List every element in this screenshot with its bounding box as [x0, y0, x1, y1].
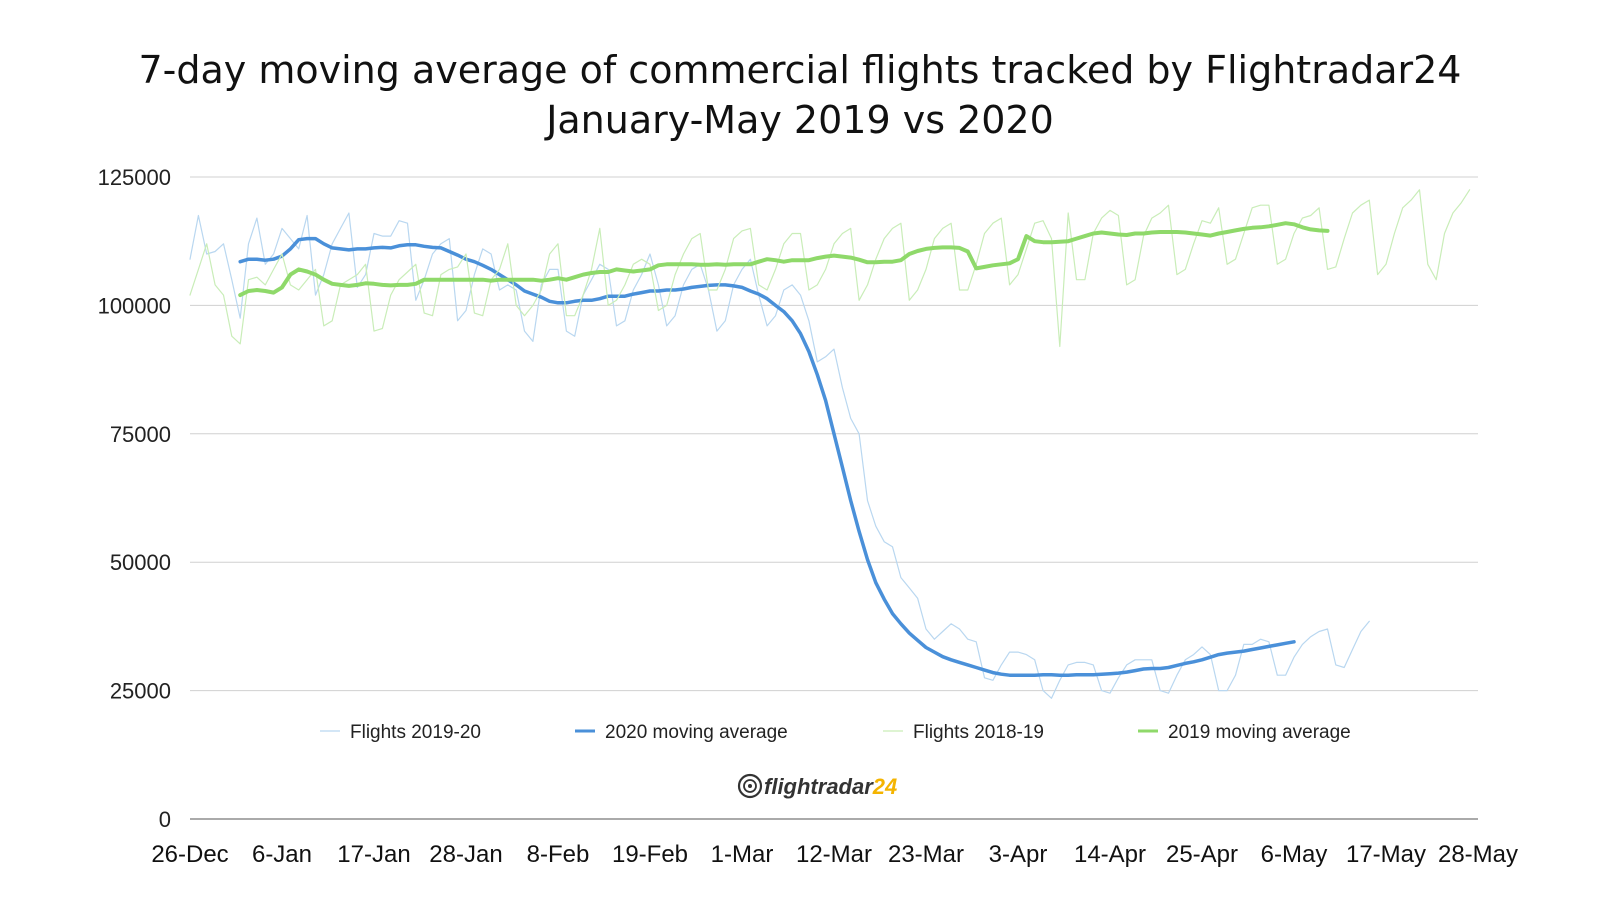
x-tick-label: 6-May: [1261, 841, 1328, 868]
flightradar24-logo: flightradar24: [737, 773, 897, 799]
series-line-0: [189, 212, 1370, 699]
x-tick-label: 28-Jan: [429, 841, 502, 868]
logo-text-main: flightradar: [764, 774, 874, 799]
radar-inner-ring-icon: [743, 779, 757, 793]
x-tick-label: 17-Jan: [337, 841, 410, 868]
x-tick-label: 23-Mar: [888, 841, 964, 868]
x-tick-label: 19-Feb: [612, 841, 688, 868]
legend-label: 2019 moving average: [1168, 722, 1351, 743]
y-tick-label: 75000: [110, 422, 171, 447]
chart-title-line-2: January-May 2019 vs 2020: [544, 98, 1054, 142]
x-tick-label: 25-Apr: [1166, 841, 1238, 868]
logo-text: flightradar24: [764, 774, 897, 799]
x-tick-label: 12-Mar: [796, 841, 872, 868]
x-tick-label: 1-Mar: [711, 841, 774, 868]
y-tick-label: 100000: [98, 293, 171, 318]
radar-outer-ring-icon: [737, 773, 763, 799]
logo-text-accent: 24: [872, 774, 897, 799]
x-tick-label: 26-Dec: [151, 841, 228, 868]
radar-center-icon: [748, 784, 752, 788]
x-tick-label: 6-Jan: [252, 841, 312, 868]
legend-label: 2020 moving average: [605, 722, 788, 743]
grid-lines: [190, 176, 1478, 820]
legend-label: Flights 2018-19: [913, 722, 1044, 743]
series-lines: [189, 189, 1471, 699]
y-axis-tick-labels: 0 25000 50000 75000 100000 125000: [98, 165, 171, 832]
series-line-1: [238, 236, 1296, 677]
series-line-3: [238, 221, 1330, 298]
x-tick-label: 8-Feb: [527, 841, 590, 868]
y-tick-label: 25000: [110, 679, 171, 704]
x-tick-label: 17-May: [1346, 841, 1426, 868]
x-tick-label: 3-Apr: [989, 841, 1048, 868]
chart-title-line-1: 7-day moving average of commercial fligh…: [139, 48, 1462, 92]
y-tick-label: 0: [159, 807, 171, 832]
x-axis-tick-labels: 26-Dec 6-Jan 17-Jan 28-Jan 8-Feb 19-Feb 1-Mar 1…: [151, 841, 1518, 868]
series-line-2: [189, 189, 1471, 348]
y-tick-label: 50000: [110, 550, 171, 575]
legend: Flights 2019-20 2020 moving average Flight…: [320, 722, 1351, 743]
x-tick-label: 28-May: [1438, 841, 1518, 868]
x-tick-label: 14-Apr: [1074, 841, 1146, 868]
y-tick-label: 125000: [98, 165, 171, 190]
legend-label: Flights 2019-20: [350, 722, 481, 743]
